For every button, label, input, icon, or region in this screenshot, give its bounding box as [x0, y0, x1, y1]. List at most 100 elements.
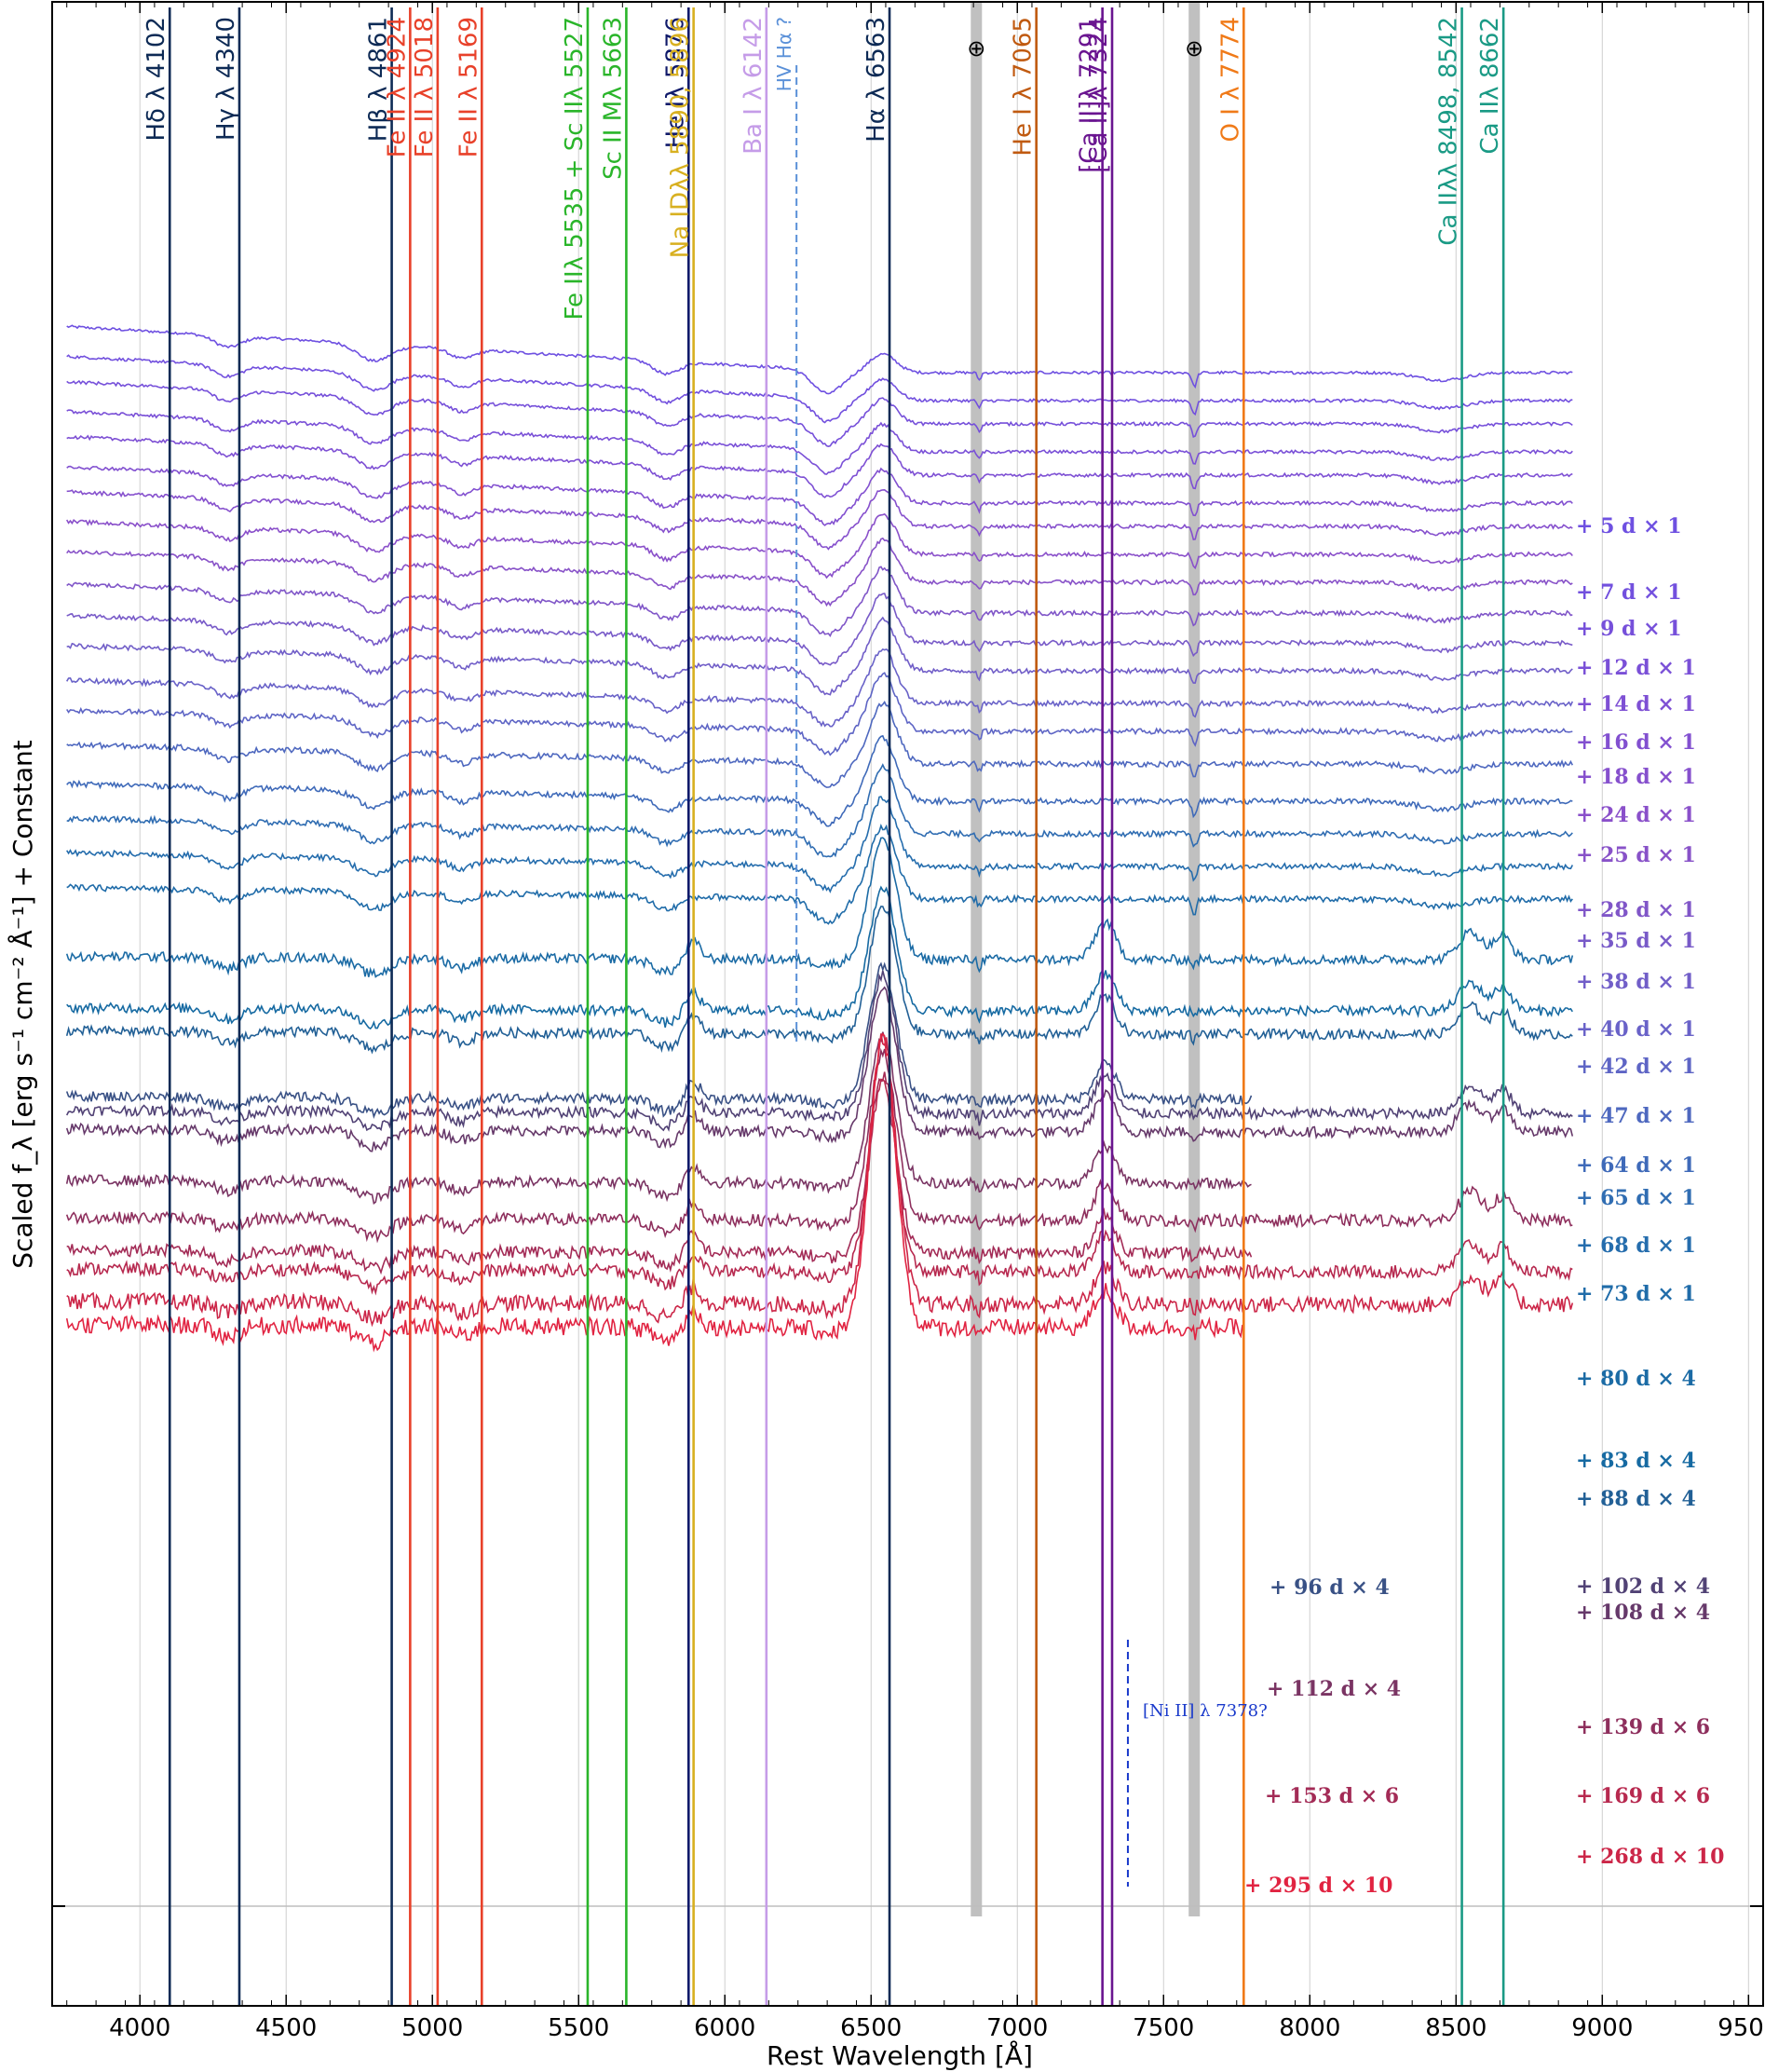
x-tick-label: 4500 [255, 2014, 317, 2042]
epoch-label: + 28 d × 1 [1576, 898, 1696, 922]
spectrum-line [65, 906, 1573, 1055]
spectrum-line [65, 970, 1573, 1132]
spectral-line-label: Fe II λ 5169 [455, 17, 482, 157]
spectral-line-label: Fe IIλ 5535 + Sc IIλ 5527 [561, 17, 589, 320]
epoch-label: + 65 d × 1 [1576, 1186, 1696, 1210]
epoch-label: + 42 d × 1 [1576, 1055, 1696, 1079]
spectral-line-label: Hγ λ 4340 [212, 17, 240, 141]
epoch-label: + 96 d × 4 [1269, 1575, 1390, 1600]
epoch-label: + 68 d × 1 [1576, 1234, 1696, 1258]
spectrum-line [66, 566, 1573, 638]
spectral-line-label: Fe II λ 5018 [411, 17, 439, 157]
spectral-line-label: Ca IIλλ 8498, 8542 [1435, 17, 1463, 246]
x-tick-label: 8500 [1425, 2014, 1487, 2042]
spectrum-line [65, 961, 1253, 1119]
spectral-line-label: Hβ λ 4861 [365, 17, 393, 142]
x-tick-label: 6500 [840, 2014, 902, 2042]
epoch-label: + 24 d × 1 [1576, 803, 1696, 827]
spectrum-line [66, 1033, 1574, 1328]
x-tick-label: 6000 [694, 2014, 755, 2042]
epoch-label: + 35 d × 1 [1576, 929, 1696, 953]
epoch-label: + 108 d × 4 [1576, 1601, 1710, 1625]
epoch-label: + 169 d × 6 [1576, 1784, 1710, 1808]
epoch-label: + 153 d × 6 [1265, 1784, 1399, 1808]
epoch-label: + 47 d × 1 [1576, 1104, 1696, 1128]
epoch-label: + 12 d × 1 [1576, 656, 1696, 680]
epoch-label: + 64 d × 1 [1576, 1153, 1696, 1178]
epoch-label: + 73 d × 1 [1576, 1282, 1696, 1306]
spectrum-line [66, 354, 1573, 424]
x-tick-label: 7500 [1133, 2014, 1194, 2042]
annotation-label: [Ni II] λ 7378? [1143, 1701, 1268, 1721]
plot-frame [51, 1, 1764, 2007]
spectrum-line [65, 1047, 1573, 1244]
epoch-label: + 102 d × 4 [1576, 1574, 1710, 1599]
x-tick-label: 7000 [986, 2014, 1048, 2042]
spectrum-line [66, 616, 1573, 696]
spectra-series [65, 324, 1574, 1353]
spectral-line-label: [Ca II]λ 7291 [1076, 17, 1104, 173]
x-tick-label: 8000 [1279, 2014, 1340, 2042]
spectral-line-label: Ba I λ 6142 [740, 17, 767, 155]
spectrum-line [66, 824, 1573, 925]
spectral-line-label: Na IDλλ 5890, 5896 [667, 17, 695, 258]
spectral-line-label: Sc II Mλ 5663 [599, 17, 627, 180]
spectral-line-label: Ca IIλ 8662 [1476, 17, 1504, 155]
spectrum-line [66, 734, 1573, 827]
spectrum-line [65, 986, 1574, 1152]
spectrum-line [65, 1032, 1243, 1353]
spectral-line-label: [Ca II]λ 7324 [1085, 17, 1113, 173]
spectrum-line [66, 434, 1573, 498]
y-axis-label: Scaled f_λ [erg s⁻¹ cm⁻² Å⁻¹] + Constant [7, 740, 38, 1268]
epoch-label: + 139 d × 6 [1576, 1715, 1710, 1739]
spectrum-line [66, 512, 1573, 579]
spectrum-line [66, 796, 1574, 893]
epoch-label: + 25 d × 1 [1576, 843, 1696, 867]
epoch-labels: + 5 d × 1 + 7 d × 1 + 9 d × 1 + 12 d × 1 + 1… [1244, 514, 1724, 1898]
spectral-line-label: He Iλ 5876 [661, 17, 689, 148]
spectrum-line [65, 837, 1574, 978]
epoch-label: + 14 d × 1 [1576, 692, 1696, 716]
spectrum-line [66, 648, 1574, 728]
spectrum-line [66, 593, 1573, 666]
epoch-label: + 7 d × 1 [1576, 580, 1682, 605]
spectral-line-label: He I λ 7065 [1010, 17, 1038, 157]
spectral-line-label: O I λ 7774 [1216, 17, 1244, 142]
telluric-symbol: ⊕ [967, 35, 985, 61]
epoch-label: + 5 d × 1 [1576, 514, 1682, 538]
epoch-label: + 295 d × 10 [1244, 1874, 1392, 1898]
spectrum-line [66, 885, 1573, 1030]
spectrum-line [66, 672, 1573, 757]
spectral-line-label: Fe II λ 4924 [383, 17, 411, 157]
x-axis-label: Rest Wavelength [Å] [767, 2039, 1033, 2071]
epoch-label: + 268 d × 10 [1576, 1845, 1724, 1869]
x-tick-label: 4000 [109, 2014, 170, 2042]
spectrum-line [66, 488, 1573, 551]
spectrum-line [66, 1078, 1573, 1296]
spectrum-line [66, 324, 1573, 395]
telluric-symbol: ⊕ [1185, 35, 1203, 61]
spectral-line-label: HV Hα ? [773, 17, 795, 91]
spectrum-line [66, 465, 1573, 526]
epoch-label: + 112 d × 4 [1267, 1677, 1401, 1701]
epoch-label: + 38 d × 1 [1576, 970, 1696, 994]
spectrum-line [66, 537, 1573, 607]
epoch-label: + 83 d × 4 [1576, 1449, 1696, 1473]
spectrum-line [65, 1031, 1252, 1205]
epoch-label: + 40 d × 1 [1576, 1017, 1696, 1042]
spectrum-line [66, 379, 1573, 448]
x-tick-label: 9000 [1571, 2014, 1633, 2042]
spectrum-line [66, 763, 1573, 858]
spectrum-line [66, 1071, 1253, 1275]
epoch-label: + 16 d × 1 [1576, 730, 1696, 755]
telluric-band [1188, 2, 1201, 1916]
epoch-label: + 88 d × 4 [1576, 1487, 1696, 1511]
spectrum-line [66, 409, 1573, 475]
x-axis-ticks: 4000 4500 5000 5500 6000 6500 7000 7500 8000 8500… [66, 2, 1765, 2042]
grid [139, 2, 1749, 2006]
spectral-line-label: Hα λ 6563 [862, 17, 890, 143]
annotations: [Ni II] λ 7378? [1126, 1640, 1268, 1887]
x-tick-label: 5000 [401, 2014, 463, 2042]
